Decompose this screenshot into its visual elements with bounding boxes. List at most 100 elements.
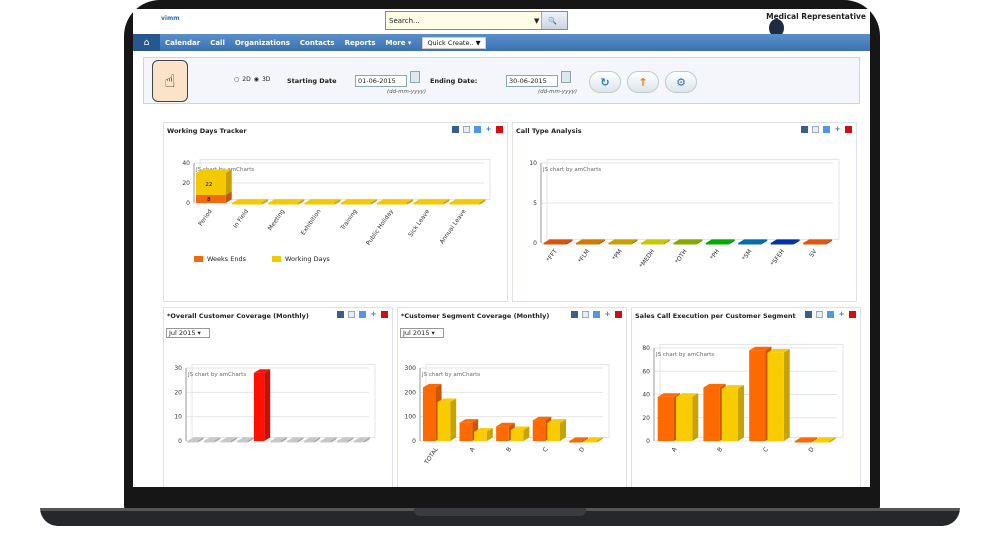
- settings-cloud-icon[interactable]: ⚙: [665, 71, 697, 93]
- export-icon[interactable]: [816, 311, 823, 318]
- refresh-icon[interactable]: [827, 311, 834, 318]
- x-tick-label: B: [505, 446, 513, 453]
- close-icon[interactable]: [849, 311, 856, 318]
- add-icon[interactable]: +: [604, 310, 611, 318]
- bar-top: [583, 437, 603, 441]
- user-role[interactable]: Medical Representative: [766, 12, 866, 21]
- add-icon[interactable]: +: [485, 125, 492, 133]
- bar-side: [261, 199, 268, 205]
- close-icon[interactable]: [845, 126, 852, 133]
- bar-top: [287, 437, 304, 441]
- close-icon[interactable]: [381, 311, 388, 318]
- refresh-icon[interactable]: [823, 126, 830, 133]
- ending-date-input[interactable]: 30-06-2015: [506, 75, 558, 87]
- minimize-icon[interactable]: [805, 311, 812, 318]
- bar-top: [253, 369, 271, 373]
- bar: [532, 420, 546, 441]
- bar-top: [377, 199, 413, 203]
- bar: [320, 441, 331, 443]
- legend-weekends[interactable]: Weeks Ends: [207, 255, 246, 263]
- bar: [705, 243, 729, 245]
- y-tick-label: 0: [412, 438, 416, 445]
- data-label: 8: [207, 197, 211, 203]
- x-tick-label: Annual Leave: [438, 208, 467, 246]
- minimize-icon[interactable]: [337, 311, 344, 318]
- bar-top: [510, 426, 530, 431]
- bar-top: [532, 416, 552, 421]
- x-tick-label: Training: [339, 208, 359, 232]
- bar-top: [422, 383, 442, 388]
- y-tick-label: 5: [533, 200, 537, 207]
- nav-call[interactable]: Call: [210, 38, 225, 47]
- bar-side: [560, 419, 567, 441]
- add-icon[interactable]: +: [834, 125, 841, 133]
- quick-create-select[interactable]: Quick Create.. ▼: [422, 36, 486, 49]
- search-button[interactable]: 🔍: [541, 12, 567, 29]
- bar: [770, 243, 794, 245]
- bar: [337, 441, 348, 443]
- x-tick-label: Meeting: [267, 208, 287, 232]
- y-tick-label: 10: [174, 414, 182, 421]
- bar: [353, 441, 365, 443]
- radio-3d[interactable]: ◉: [253, 76, 259, 83]
- bar: [237, 441, 248, 443]
- search-box[interactable]: Search... ▼ 🔍: [385, 11, 568, 30]
- export-icon[interactable]: [582, 311, 589, 318]
- nav-more[interactable]: More ▾: [385, 38, 412, 47]
- bar: [187, 441, 198, 443]
- export-icon[interactable]: [463, 126, 470, 133]
- x-tick-label: *MEDH: [638, 248, 656, 269]
- bar-top: [304, 199, 341, 203]
- add-icon[interactable]: +: [370, 310, 377, 318]
- x-tick-label: Sick Leave: [407, 208, 431, 238]
- calendar-icon[interactable]: [410, 71, 420, 83]
- starting-date-label: Starting Date: [287, 77, 337, 85]
- radio-2d[interactable]: ○: [234, 76, 240, 83]
- x-tick-label: *PM: [611, 248, 624, 262]
- month-select[interactable]: Jul 2015 ▾: [166, 328, 210, 338]
- refresh-cloud-icon[interactable]: ↻: [589, 71, 621, 93]
- nav-organizations[interactable]: Organizations: [234, 38, 290, 47]
- bar-top: [675, 393, 699, 397]
- search-input[interactable]: Search...: [389, 16, 420, 25]
- logo[interactable]: vimm: [161, 15, 180, 22]
- close-icon[interactable]: [615, 311, 622, 318]
- upload-cloud-icon[interactable]: ↑: [627, 71, 659, 93]
- x-tick-label: Period: [197, 208, 214, 227]
- export-icon[interactable]: [348, 311, 355, 318]
- nav-contacts[interactable]: Contacts: [299, 38, 335, 47]
- add-icon[interactable]: +: [838, 310, 845, 318]
- bar-side: [214, 437, 221, 443]
- home-icon[interactable]: ⌂: [133, 34, 160, 51]
- x-tick-label: *SM: [741, 248, 754, 262]
- x-tick-label: *SFEH: [770, 248, 786, 267]
- refresh-icon[interactable]: [359, 311, 366, 318]
- bar-top: [738, 239, 768, 243]
- minimize-icon[interactable]: [571, 311, 578, 318]
- bar: [304, 203, 335, 205]
- nav-reports[interactable]: Reports: [344, 38, 376, 47]
- bar-top: [268, 199, 305, 203]
- bar: [576, 243, 599, 245]
- bar: [543, 243, 567, 245]
- starting-date-input[interactable]: 01-06-2015: [355, 75, 407, 87]
- chart-overall-coverage: 0 10 20 30 JS chart by amCharts: [174, 363, 376, 445]
- minimize-icon[interactable]: [801, 126, 808, 133]
- legend-working[interactable]: Working Days: [285, 255, 330, 263]
- month-select[interactable]: Jul 2015 ▾: [400, 328, 444, 338]
- refresh-icon[interactable]: [474, 126, 481, 133]
- panel-overall-coverage: *Overall Customer Coverage (Monthly) + J…: [163, 307, 393, 487]
- calendar-icon[interactable]: [561, 71, 571, 83]
- bar: [813, 441, 830, 443]
- bar-side: [793, 239, 800, 245]
- bar-side: [314, 437, 321, 443]
- bar-top: [437, 398, 457, 403]
- search-dropdown-icon[interactable]: ▼: [534, 16, 540, 25]
- user-avatar[interactable]: [769, 19, 784, 37]
- export-icon[interactable]: [812, 126, 819, 133]
- nav-calendar[interactable]: Calendar: [165, 38, 201, 47]
- refresh-icon[interactable]: [593, 311, 600, 318]
- minimize-icon[interactable]: [452, 126, 459, 133]
- close-icon[interactable]: [496, 126, 503, 133]
